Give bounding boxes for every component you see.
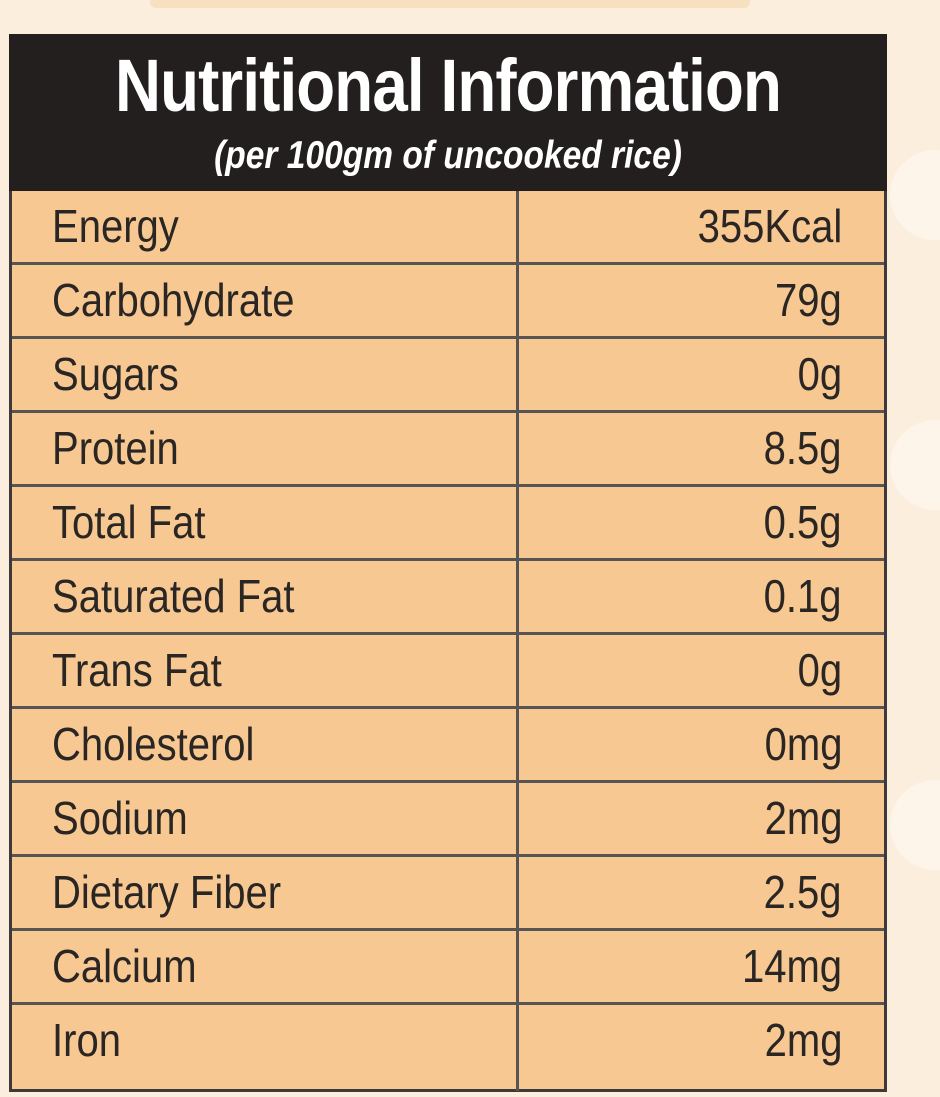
column-divider [516,1005,519,1091]
column-divider [516,339,519,410]
nutrient-label: Total Fat [52,496,206,548]
table-row: Trans Fat 0g [12,635,884,709]
table-row: Saturated Fat 0.1g [12,561,884,635]
nutrient-value: 0g [797,348,842,400]
decorative-circle [890,150,940,240]
panel-subtitle: (per 100gm of uncooked rice) [214,134,682,177]
table-row: Calcium 14mg [12,931,884,1005]
nutrient-label: Sugars [52,348,179,400]
column-divider [516,487,519,558]
decorative-circle [890,780,940,870]
column-divider [516,931,519,1002]
nutrition-table: Energy 355Kcal Carbohydrate 79g Sugars 0… [9,191,887,1092]
column-divider [516,413,519,484]
table-row: Sugars 0g [12,339,884,413]
nutrient-label: Cholesterol [52,718,255,770]
nutrient-value: 79g [775,274,842,326]
nutrient-value: 2mg [764,1014,842,1066]
table-row: Iron 2mg [12,1005,884,1091]
nutrient-label: Calcium [52,940,197,992]
nutrient-value: 0.1g [764,570,842,622]
nutrient-label: Iron [52,1014,121,1066]
decorative-circle [890,420,940,510]
nutrient-value: 0g [797,644,842,696]
panel-header: Nutritional Information (per 100gm of un… [9,34,887,191]
decorative-top-strip [150,0,750,8]
nutrient-value: 355Kcal [697,200,842,252]
column-divider [516,265,519,336]
column-divider [516,191,519,262]
nutrient-label: Saturated Fat [52,570,295,622]
column-divider [516,635,519,706]
table-row: Cholesterol 0mg [12,709,884,783]
nutrient-label: Carbohydrate [52,274,295,326]
nutrient-value: 2.5g [764,866,842,918]
table-row: Sodium 2mg [12,783,884,857]
table-row: Energy 355Kcal [12,191,884,265]
nutrition-panel: Nutritional Information (per 100gm of un… [9,34,887,1092]
column-divider [516,561,519,632]
nutrient-label: Dietary Fiber [52,866,282,918]
panel-title: Nutritional Information [114,44,782,127]
column-divider [516,709,519,780]
nutrient-label: Sodium [52,792,188,844]
column-divider [516,857,519,928]
nutrient-value: 0.5g [764,496,842,548]
table-row: Carbohydrate 79g [12,265,884,339]
nutrient-label: Protein [52,422,179,474]
table-row: Protein 8.5g [12,413,884,487]
table-row: Dietary Fiber 2.5g [12,857,884,931]
nutrient-label: Energy [52,200,179,252]
nutrient-value: 14mg [741,940,842,992]
nutrient-label: Trans Fat [52,644,222,696]
table-row: Total Fat 0.5g [12,487,884,561]
nutrient-value: 0mg [764,718,842,770]
nutrient-value: 2mg [764,792,842,844]
column-divider [516,783,519,854]
nutrient-value: 8.5g [764,422,842,474]
